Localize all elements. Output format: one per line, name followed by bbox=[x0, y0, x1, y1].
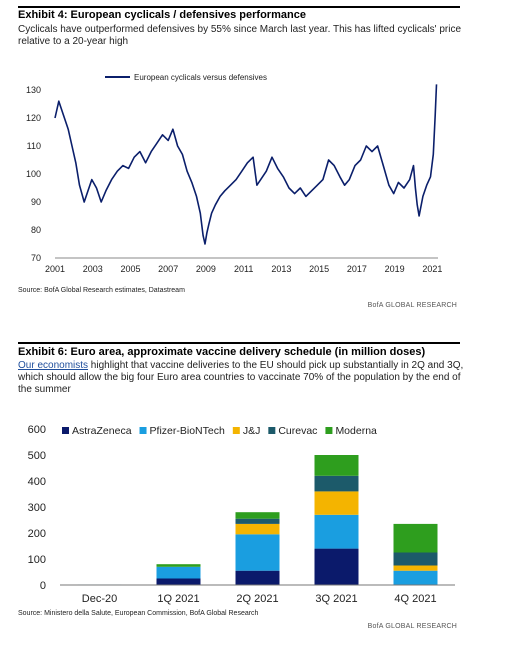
our-economists-link[interactable]: Our economists bbox=[18, 360, 89, 371]
bar-segment bbox=[156, 564, 201, 567]
legend-swatch bbox=[62, 427, 69, 434]
exhibit6-source: Source: Ministero della Salute, European… bbox=[18, 610, 259, 617]
y-tick-label: 200 bbox=[28, 528, 46, 540]
x-tick-label: 2015 bbox=[309, 264, 329, 274]
exhibit4-top-rule bbox=[18, 6, 460, 8]
exhibit4-title: Exhibit 4: European cyclicals / defensiv… bbox=[18, 9, 306, 21]
exhibit4-brand: BofA GLOBAL RESEARCH bbox=[367, 302, 457, 309]
bar-segment bbox=[314, 491, 359, 515]
x-tick-label: 2003 bbox=[83, 264, 103, 274]
bar-segment bbox=[393, 523, 438, 553]
y-tick-label: 120 bbox=[26, 113, 41, 123]
bar-segment bbox=[393, 570, 438, 585]
legend-swatch bbox=[139, 427, 147, 434]
bar-segment bbox=[314, 475, 359, 492]
y-tick-label: 600 bbox=[28, 424, 46, 436]
series-line bbox=[54, 84, 438, 245]
exhibit6-brand: BofA GLOBAL RESEARCH bbox=[367, 623, 457, 630]
y-tick-label: 400 bbox=[28, 476, 46, 488]
bar-segment bbox=[235, 518, 280, 524]
bar-segment bbox=[314, 514, 359, 549]
x-tick-label: 2017 bbox=[347, 264, 367, 274]
bar-segment bbox=[235, 512, 280, 519]
y-tick-label: 300 bbox=[28, 502, 46, 514]
exhibit4-subtitle: Cyclicals have outperformed defensives b… bbox=[18, 24, 462, 47]
y-tick-label: 110 bbox=[27, 141, 41, 151]
y-tick-label: 100 bbox=[28, 554, 46, 566]
bar-segment bbox=[314, 548, 359, 585]
bar-segment bbox=[393, 552, 438, 566]
exhibit4-source: Source: BofA Global Research estimates, … bbox=[18, 287, 185, 294]
x-tick-label: 2001 bbox=[45, 264, 65, 274]
x-tick-label: 2005 bbox=[120, 264, 140, 274]
x-tick-label: 2021 bbox=[422, 264, 442, 274]
y-tick-label: 0 bbox=[40, 580, 46, 592]
legend-label: European cyclicals versus defensives bbox=[134, 73, 267, 82]
x-tick-label: 2019 bbox=[385, 264, 405, 274]
bar-segment bbox=[156, 566, 201, 579]
line-chart: 70 80 90 100 110 120 130 2001 2003 2005 2007 2009 20… bbox=[26, 73, 442, 274]
exhibit6-subtitle-text: highlight that vaccine deliveries to the… bbox=[18, 360, 464, 395]
legend-swatch bbox=[325, 427, 333, 434]
bar-segment bbox=[235, 570, 280, 585]
bar-segment bbox=[156, 578, 201, 585]
bar-segment bbox=[393, 565, 438, 571]
y-tick-label: 70 bbox=[31, 253, 41, 263]
x-tick-label: 1Q 2021 bbox=[157, 593, 199, 605]
bar-segment bbox=[235, 523, 280, 535]
legend-label: Moderna bbox=[335, 425, 377, 437]
bar-chart: 0 100 200 300 400 500 600 Dec-20 1Q 2021 2Q 2021 3… bbox=[28, 424, 455, 605]
legend-swatch bbox=[232, 427, 240, 434]
x-tick-label: 2007 bbox=[158, 264, 178, 274]
exhibit6-subtitle: Our economists highlight that vaccine de… bbox=[18, 360, 468, 396]
bar-segment bbox=[235, 534, 280, 571]
x-tick-label: Dec-20 bbox=[82, 593, 117, 605]
exhibit6-title: Exhibit 6: Euro area, approximate vaccin… bbox=[18, 346, 426, 358]
x-tick-label: 2009 bbox=[196, 264, 216, 274]
y-tick-label: 90 bbox=[31, 197, 41, 207]
y-tick-label: 80 bbox=[31, 225, 41, 235]
legend-label: Curevac bbox=[278, 425, 317, 437]
x-tick-label: 2Q 2021 bbox=[236, 593, 278, 605]
y-tick-label: 130 bbox=[26, 85, 41, 95]
legend-label: Pfizer-BioNTech bbox=[150, 425, 225, 437]
legend-label: J&J bbox=[243, 425, 261, 437]
y-tick-label: 100 bbox=[26, 169, 41, 179]
legend-swatch bbox=[268, 427, 276, 434]
x-tick-label: 3Q 2021 bbox=[315, 593, 357, 605]
x-tick-label: 4Q 2021 bbox=[394, 593, 436, 605]
legend-label: AstraZeneca bbox=[72, 425, 132, 437]
x-tick-label: 2011 bbox=[234, 264, 253, 274]
bar-segment bbox=[314, 455, 359, 476]
x-tick-label: 2013 bbox=[271, 264, 291, 274]
y-tick-label: 500 bbox=[28, 450, 46, 462]
exhibit6-top-rule bbox=[18, 342, 460, 344]
